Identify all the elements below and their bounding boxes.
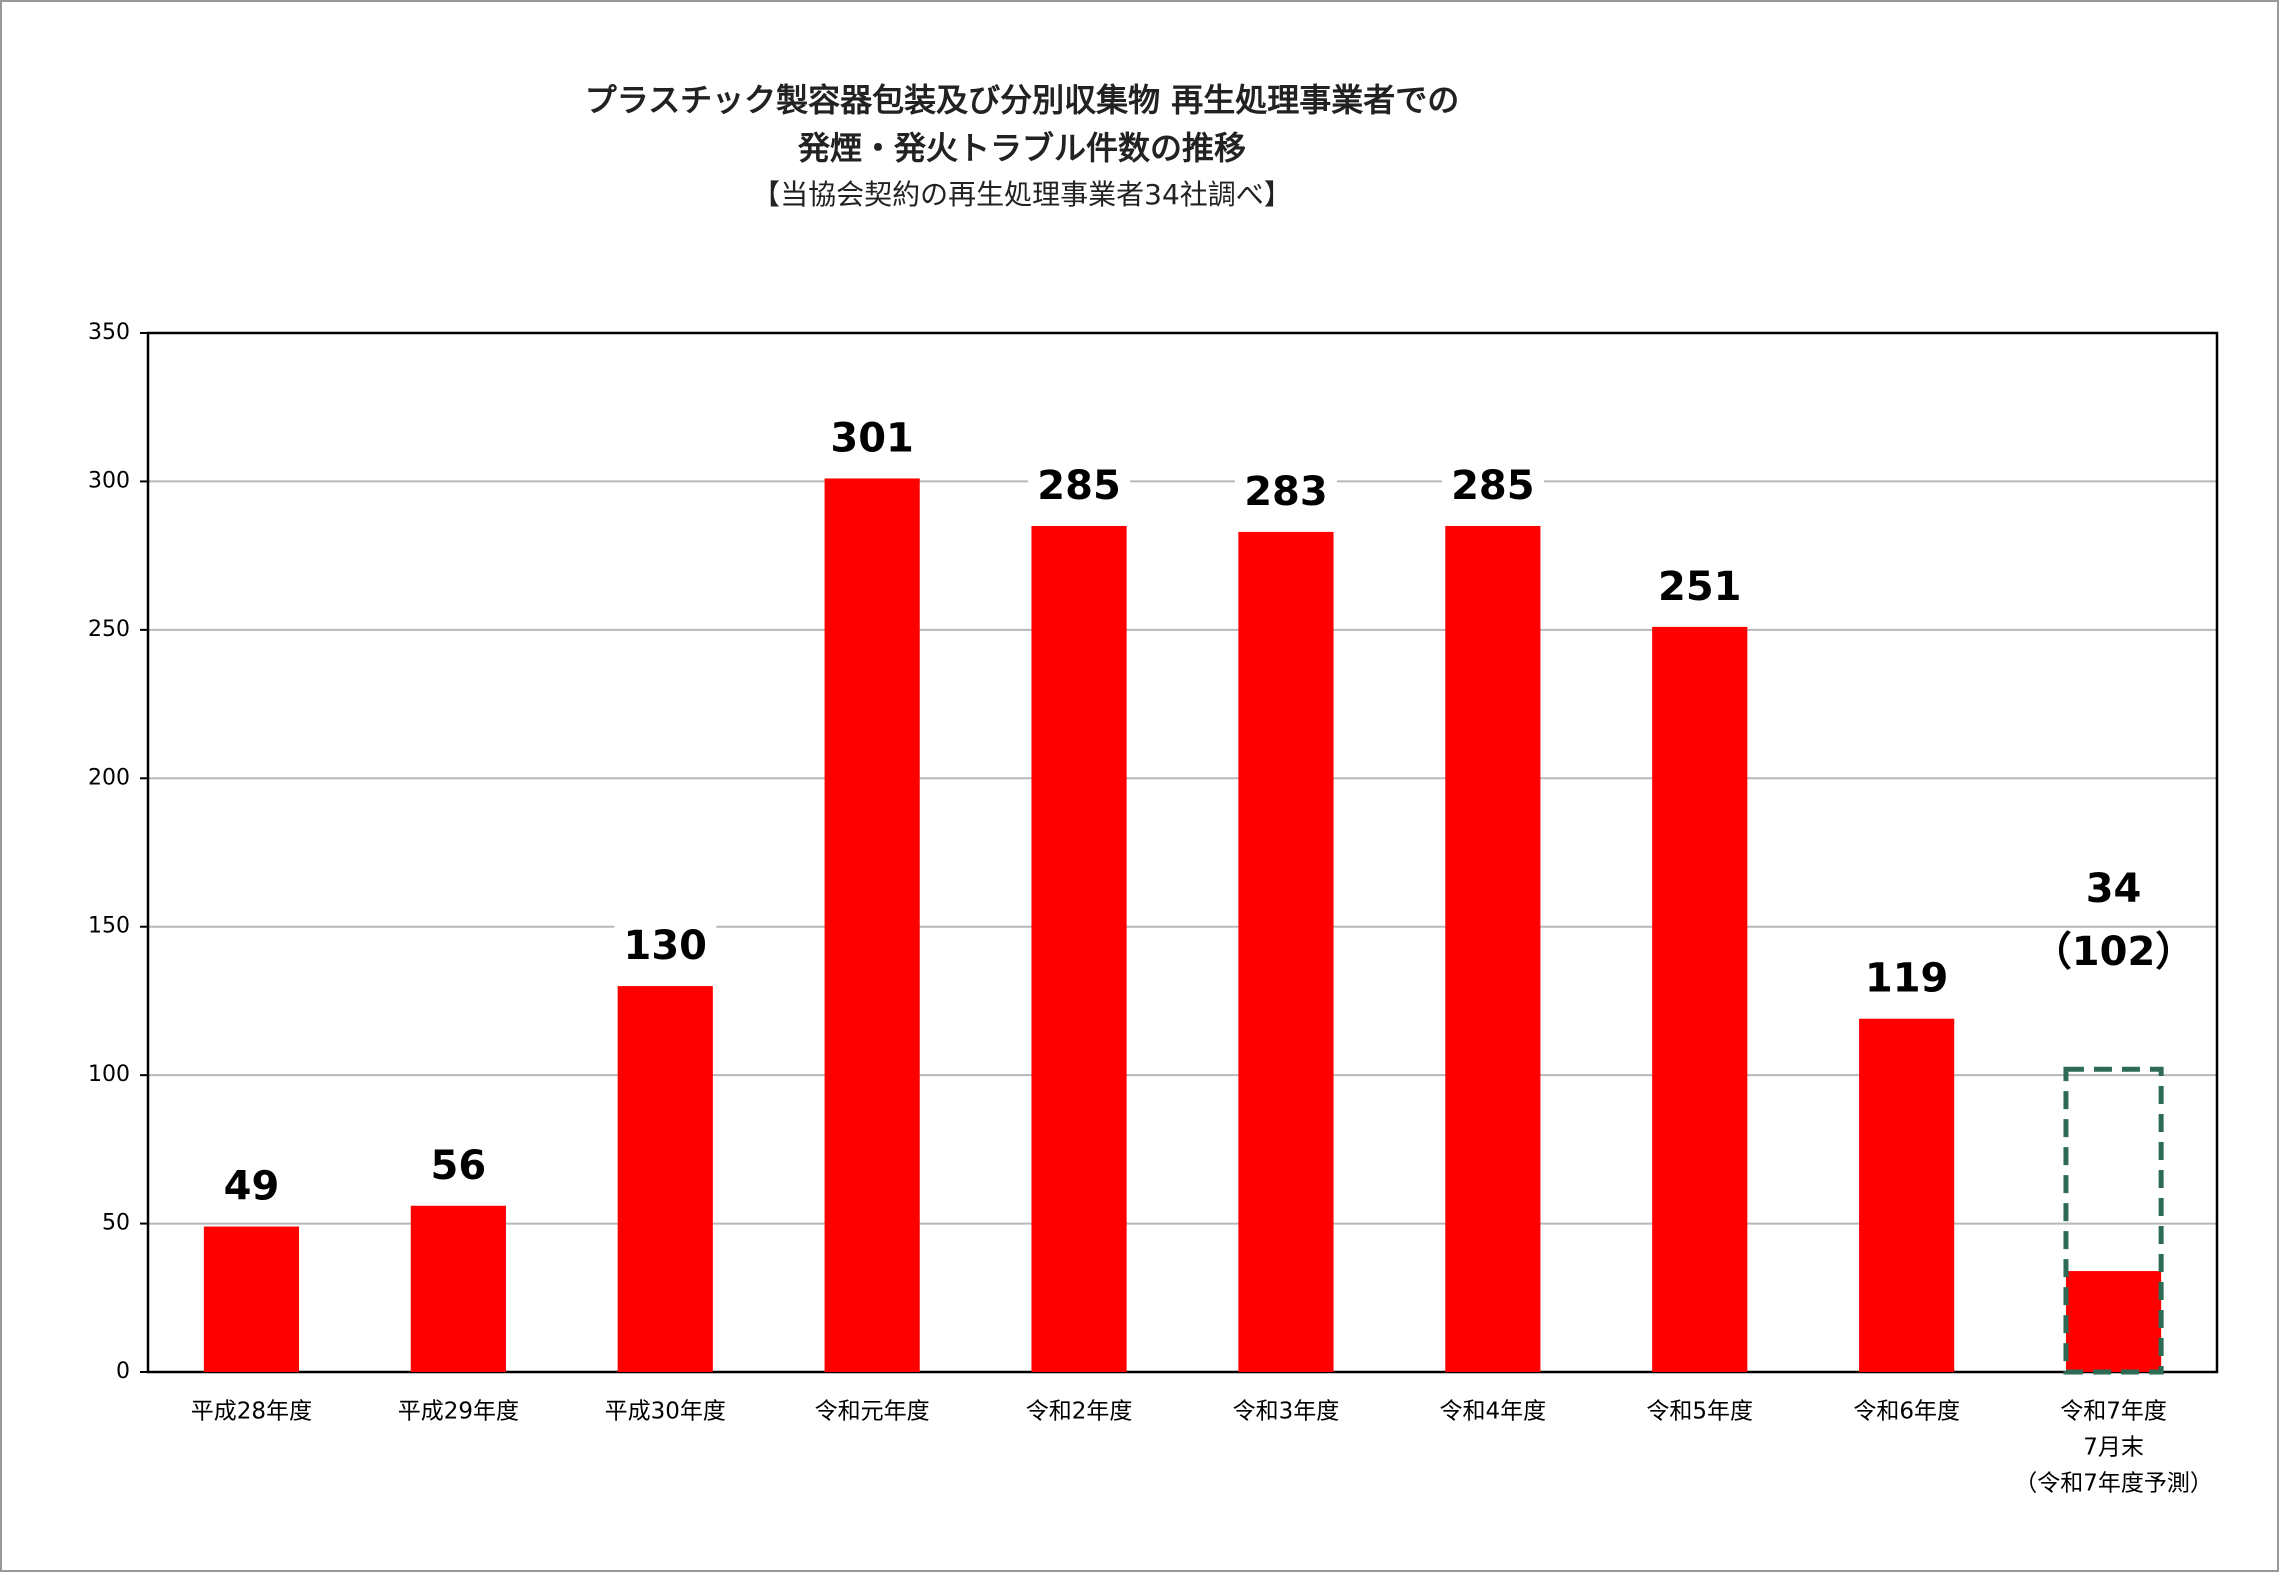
data-label: （102） (2032, 929, 2196, 975)
label-bg (2036, 930, 2191, 979)
label-bg (213, 1164, 290, 1213)
y-tick-label: 50 (102, 1211, 130, 1236)
x-tick-label: 令和5年度 (1646, 1399, 1753, 1425)
data-label: 285 (1037, 463, 1121, 509)
x-tick-label: 令和7年度 (2060, 1399, 2167, 1425)
bar (203, 1226, 300, 1372)
bar (2065, 1271, 2162, 1372)
bar (1445, 525, 1541, 1372)
y-tick-label: 250 (88, 617, 130, 642)
x-tick-label: 平成29年度 (398, 1399, 519, 1425)
label-bg (1441, 463, 1544, 512)
data-label: 283 (1244, 469, 1328, 515)
label-bg (1028, 463, 1131, 512)
y-tick-label: 200 (88, 765, 130, 790)
forecast-box (2063, 1066, 2164, 1375)
label-bg (2075, 867, 2152, 916)
chart-title: 発煙・発火トラブル件数の推移 (797, 129, 1246, 167)
bar (1238, 531, 1334, 1372)
bar (1652, 626, 1748, 1372)
label-bg (821, 416, 924, 465)
data-label: 34 (2086, 866, 2142, 912)
x-tick-label: 令和6年度 (1853, 1399, 1960, 1425)
bar (824, 478, 920, 1373)
data-label: 119 (1865, 956, 1949, 1002)
data-label: 56 (431, 1143, 487, 1189)
bar (617, 986, 713, 1372)
bar (1859, 1018, 1955, 1372)
data-label: 130 (624, 923, 708, 969)
bar (410, 1205, 506, 1372)
x-tick-label: 7月末 (2083, 1435, 2144, 1461)
y-tick-label: 100 (88, 1062, 130, 1087)
data-label: 301 (830, 415, 914, 461)
x-tick-label: 平成30年度 (605, 1399, 726, 1425)
label-bg (1648, 564, 1751, 613)
x-tick-label: 令和4年度 (1440, 1399, 1547, 1425)
label-bg (420, 1143, 497, 1192)
y-tick-label: 300 (88, 468, 130, 493)
y-tick-label: 0 (116, 1359, 130, 1384)
y-tick-label: 350 (88, 320, 130, 345)
x-tick-label: 平成28年度 (191, 1399, 312, 1425)
x-tick-label: （令和7年度予測） (2014, 1471, 2213, 1497)
plot-border (146, 331, 2219, 1374)
data-label: 49 (224, 1164, 280, 1210)
label-bg (614, 924, 717, 973)
x-tick-label: 令和元年度 (815, 1399, 930, 1425)
y-tick-label: 150 (88, 914, 130, 939)
label-bg (1234, 469, 1337, 518)
chart-title: プラスチック製容器包装及び分別収集物 再生処理事業者での (585, 81, 1460, 119)
data-label: 285 (1451, 463, 1535, 509)
bar (1031, 525, 1127, 1372)
data-label: 251 (1658, 564, 1742, 610)
x-tick-label: 令和3年度 (1233, 1399, 1340, 1425)
x-tick-label: 令和2年度 (1026, 1399, 1133, 1425)
label-bg (1855, 956, 1958, 1005)
chart-subtitle: 【当協会契約の再生処理事業者34社調べ】 (752, 178, 1292, 211)
